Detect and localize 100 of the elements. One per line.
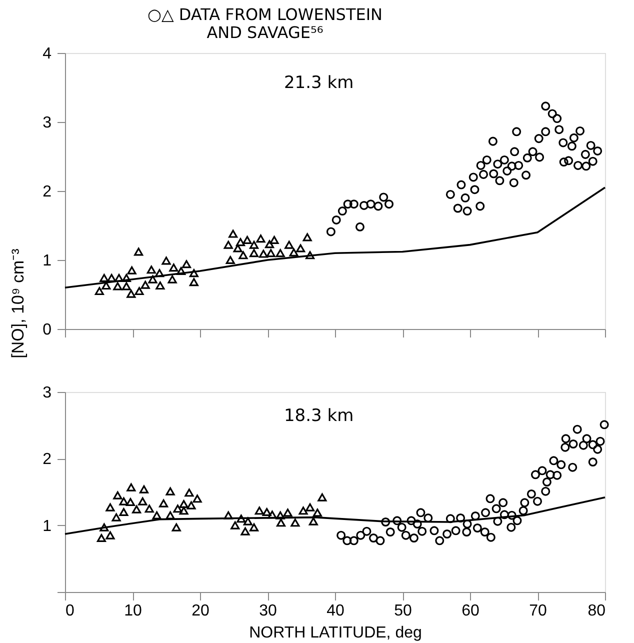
point [500,155,509,164]
point [113,491,122,500]
point [528,147,538,156]
point [122,274,131,282]
point [509,178,518,188]
point [495,176,504,186]
point [446,190,455,199]
point [266,249,276,258]
point [552,114,562,124]
point [148,275,158,284]
point [249,240,259,249]
point [360,200,369,210]
point [224,511,233,520]
point [96,534,106,542]
point [535,152,544,162]
point [276,518,286,527]
point [326,227,336,236]
point [176,267,186,276]
point [476,202,485,211]
point [290,518,300,527]
point [573,160,583,170]
point [184,488,194,497]
point [488,136,498,146]
point [233,244,242,252]
point [166,511,175,520]
x-tick-label: 40 [326,602,344,620]
point [226,256,235,264]
point [152,511,162,520]
y-tick-label: 3 [42,114,52,132]
x-tick-label: 80 [588,602,606,620]
point [507,162,516,171]
point [139,485,148,494]
x-axis-title: NORTH LATITUDE, deg [249,624,422,642]
point [384,200,394,209]
point [268,510,277,519]
point [249,249,259,258]
point [254,506,264,515]
point [106,503,115,512]
point [127,266,136,274]
point [236,238,246,246]
point [468,172,478,182]
point [453,204,462,213]
point [576,126,585,136]
point [470,185,480,194]
point [119,508,128,516]
point [270,236,279,244]
point [106,531,115,540]
point [192,494,202,503]
y-tick-label: 2 [42,184,52,200]
point [379,192,388,202]
point [559,158,568,167]
point [548,109,557,118]
point [156,282,165,290]
y-tick-label: 1 [42,518,52,535]
point [179,506,188,515]
point [119,497,128,506]
point [168,275,177,284]
point [343,200,352,209]
point [482,155,492,164]
point [173,504,182,513]
point [182,260,192,268]
x-tick-label: 10 [124,602,142,620]
line-series [64,496,606,535]
point [126,483,136,492]
point [284,240,294,249]
point [502,166,512,176]
point [522,153,532,162]
point [541,127,550,136]
y-tick-label: 1 [42,252,52,270]
point [132,505,142,514]
point [355,222,364,232]
point [564,156,574,166]
point [172,523,181,532]
point [586,140,596,150]
point [460,193,470,202]
line-series [64,186,606,288]
point [332,215,341,224]
point [276,249,285,258]
point [224,240,233,249]
point [154,269,164,278]
point [522,170,531,180]
point [567,142,576,151]
point [338,206,347,216]
point [296,244,306,252]
point [107,274,116,282]
point [169,264,178,272]
point [489,169,498,178]
point [189,278,198,286]
point [276,511,285,520]
x-tick-label: 50 [394,602,412,620]
point [366,200,376,209]
y-tick-label: 3 [42,384,52,402]
point [558,138,568,148]
chart-title: ○△ DATA FROM LOWENSTEIN AND SAVAGE⁵⁶ [147,5,383,42]
point [146,266,156,274]
point [242,236,252,244]
x-tick-label: 70 [529,602,547,620]
point [512,127,522,136]
x-tick-label: 0 [66,602,74,620]
point [374,202,383,211]
